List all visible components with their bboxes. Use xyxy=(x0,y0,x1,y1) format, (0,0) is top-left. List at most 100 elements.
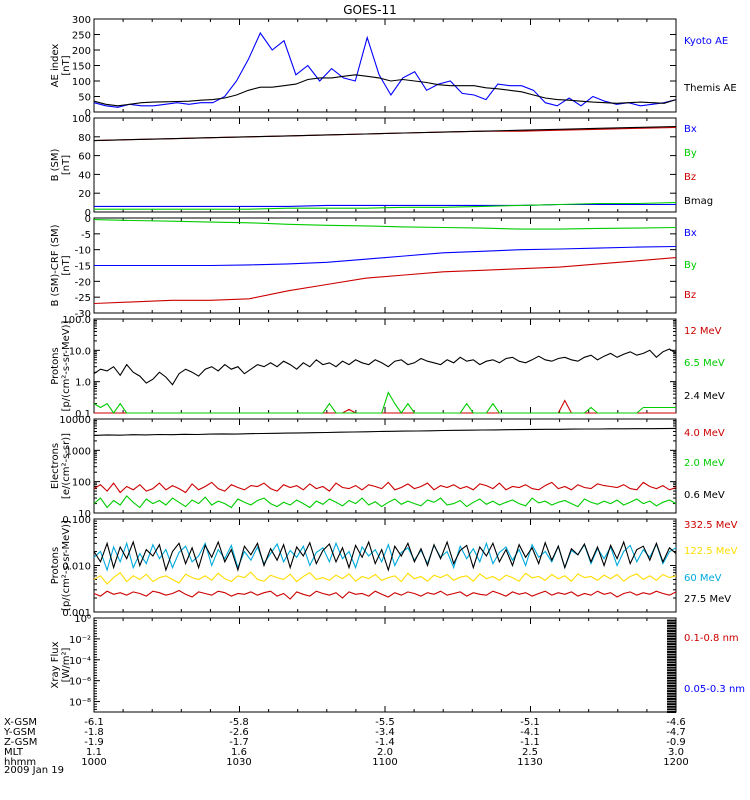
orbit-value: -4.7 xyxy=(666,727,686,738)
panel-frame xyxy=(93,418,677,514)
panel-bt89: 0 -5 -10 -15 -20 -25 -30 B (SM)-CRF (SM) [nT] Bx B… xyxy=(50,214,697,320)
y-axis-label: [nT] xyxy=(61,155,72,175)
plot-title: GOES-11 xyxy=(343,3,397,17)
y-tick-label: 150 xyxy=(72,62,91,73)
legend-label: Bmag xyxy=(684,196,713,207)
orbit-row-label: X-GSM xyxy=(4,717,37,728)
y-tick-label: 0.010 xyxy=(62,562,91,573)
orbit-value: -5.1 xyxy=(520,717,540,728)
y-axis-label: Electrons xyxy=(50,443,61,489)
orbit-row-label: MLT xyxy=(4,747,24,758)
orbit-row-label: Y-GSM xyxy=(3,727,36,738)
y-tick-label: 1.0 xyxy=(75,378,91,389)
series-6-5-mev xyxy=(93,391,676,414)
y-tick-label: 10⁻⁴ xyxy=(69,656,91,667)
orbit-value: 1.6 xyxy=(231,747,247,758)
y-tick-label: 10⁻⁸ xyxy=(69,698,91,709)
orbit-value: -4.6 xyxy=(666,717,686,728)
legend-label: 0.1-0.8 nm xyxy=(684,633,739,644)
y-tick-label: 50 xyxy=(78,93,91,104)
y-tick-label: 250 xyxy=(72,31,91,42)
series-122-5-mev xyxy=(93,571,677,585)
legend-label: 122.5 MeV xyxy=(684,546,738,557)
y-tick-label: 10 xyxy=(78,509,91,520)
y-axis-label: Xray Flux xyxy=(50,641,61,688)
y-tick-label: -30 xyxy=(75,309,91,320)
panel-ae: 0 50 100 150 200 250 300 AE index [nT] Kyoto AE Th… xyxy=(50,15,737,119)
y-tick-label: -15 xyxy=(75,262,91,273)
series-332-5-mev xyxy=(93,589,677,600)
series-2-4-mev xyxy=(93,348,677,386)
panel-frame xyxy=(93,617,677,713)
series-0-6-mev xyxy=(93,427,677,436)
y-tick-label: 10⁰ xyxy=(74,614,91,625)
orbit-value: -1.8 xyxy=(84,727,104,738)
series-bx xyxy=(94,245,677,267)
orbit-value: -0.9 xyxy=(666,737,686,748)
orbit-footer: X-GSM -6.1 -5.8 -5.5 -5.1 -4.6 Y-GSM -1.8 -2.6 -3… xyxy=(3,717,689,768)
series-2-0-mev xyxy=(93,495,677,509)
y-tick-label: 100.0 xyxy=(62,315,91,326)
y-tick-label: 100 xyxy=(72,478,91,489)
orbit-row-label: Z-GSM xyxy=(4,737,37,748)
series-by xyxy=(93,219,677,230)
y-tick-label: 20 xyxy=(78,189,91,200)
orbit-value: 1030 xyxy=(226,757,251,768)
y-axis-label: B (SM) xyxy=(50,148,61,181)
y-tick-label: 10.0 xyxy=(69,346,91,357)
orbit-value: 3.0 xyxy=(668,747,684,758)
y-axis-label: [W/m²] xyxy=(61,647,72,682)
y-tick-label: 100 xyxy=(72,77,91,88)
panel-hi_protons: 0.001 0.010 0.100 Protons [p/(cm²-s-sr-MeV)]… xyxy=(50,515,738,619)
legend-label: Themis AE xyxy=(683,83,737,94)
y-axis-label: Protons xyxy=(50,347,61,384)
y-tick-label: 10000 xyxy=(59,415,91,426)
legend-label: 0.6 MeV xyxy=(684,490,725,501)
y-axis-label: [p/(cm²-s-sr-MeV)] xyxy=(61,320,72,411)
y-tick-label: -20 xyxy=(75,277,91,288)
orbit-value: -5.8 xyxy=(229,717,249,728)
legend-label: Bx xyxy=(684,228,697,239)
series-by xyxy=(94,202,677,210)
series-4-0-mev xyxy=(93,481,677,494)
y-tick-label: 10⁻⁶ xyxy=(69,677,91,688)
y-tick-label: 0.1 xyxy=(75,409,91,420)
y-tick-label: 0 xyxy=(85,108,91,119)
y-tick-label: 0 xyxy=(85,208,91,219)
legend-label: Kyoto AE xyxy=(684,36,728,47)
panel-frame xyxy=(93,518,677,613)
date-label: 2009 Jan 19 xyxy=(4,765,64,776)
legend-label: 2.0 MeV xyxy=(684,458,725,469)
y-axis-label: [e/(cm²-s-sr)] xyxy=(61,433,72,499)
y-axis-label: B (SM)-CRF (SM) xyxy=(50,224,61,306)
legend-label: Bx xyxy=(684,124,697,135)
legend-label: By xyxy=(684,260,697,271)
y-axis-label: [nT] xyxy=(61,55,72,75)
legend-label: By xyxy=(684,148,697,159)
orbit-value: -2.6 xyxy=(229,727,249,738)
orbit-value: -4.1 xyxy=(520,727,540,738)
legend-label: 0.05-0.3 nm xyxy=(684,684,745,695)
orbit-value: 1100 xyxy=(372,757,397,768)
orbit-value: -3.4 xyxy=(375,727,395,738)
y-tick-label: -10 xyxy=(75,246,91,257)
y-tick-label: -25 xyxy=(75,293,91,304)
y-tick-label: 0 xyxy=(85,214,91,225)
y-tick-label: 40 xyxy=(78,170,91,181)
orbit-value: 1000 xyxy=(81,757,106,768)
orbit-value: 2.5 xyxy=(522,747,538,758)
orbit-value: 2.0 xyxy=(377,747,393,758)
orbit-value: -1.1 xyxy=(520,737,540,748)
series-27-5-mev xyxy=(93,540,677,572)
legend-label: 2.4 MeV xyxy=(684,391,725,402)
series-kyoto-ae xyxy=(93,31,677,108)
y-tick-label: 10⁻² xyxy=(69,635,91,646)
orbit-value: -1.4 xyxy=(375,737,395,748)
orbit-value: -6.1 xyxy=(84,717,104,728)
legend-label: 12 MeV xyxy=(684,326,722,337)
y-axis-label: AE index xyxy=(50,44,61,88)
series-bz xyxy=(93,257,677,305)
y-axis-label: [p/(cm²-s-sr-MeV)] xyxy=(61,520,72,611)
legend-label: 27.5 MeV xyxy=(684,594,731,605)
